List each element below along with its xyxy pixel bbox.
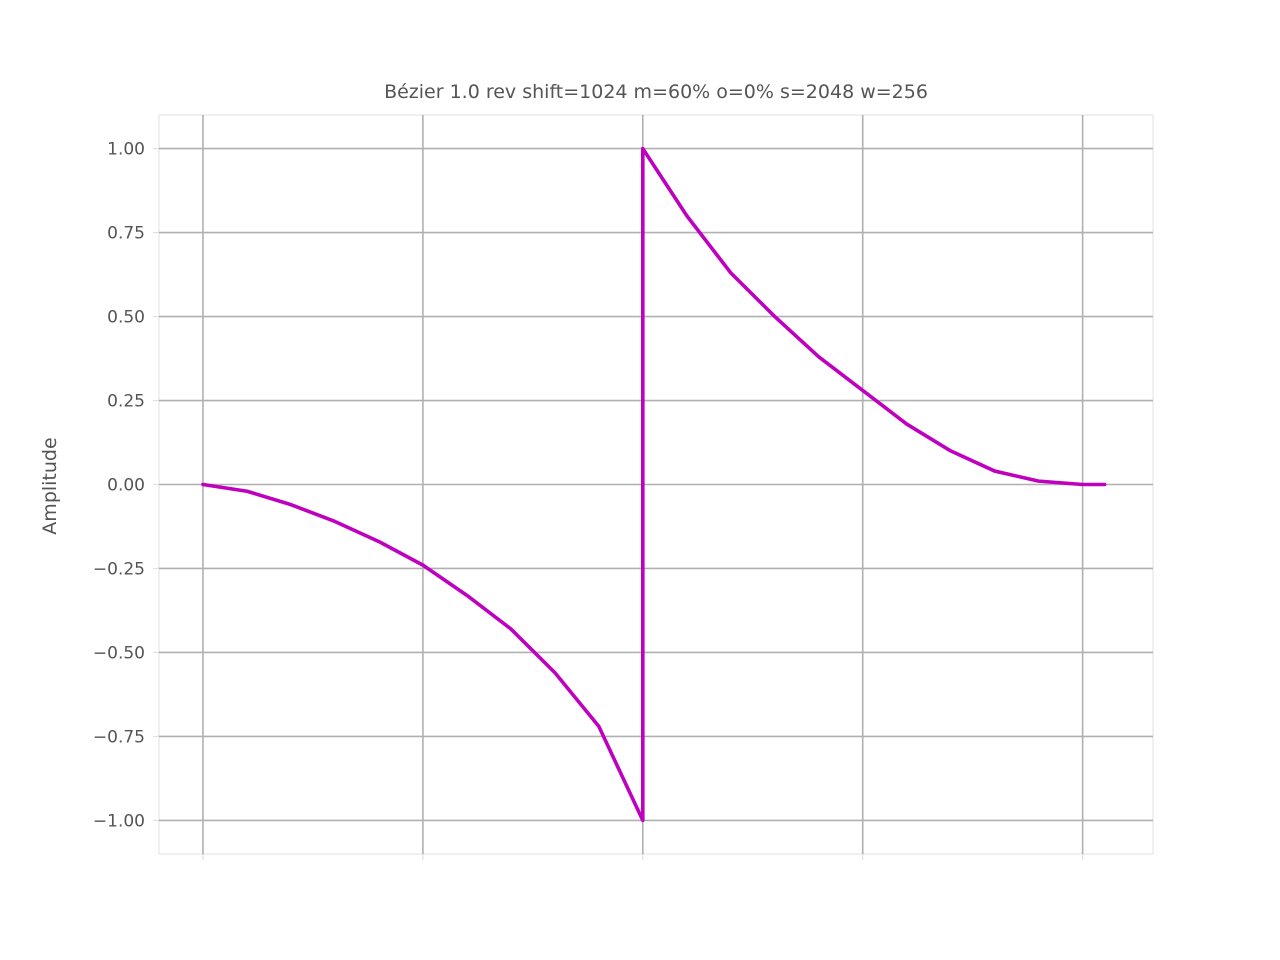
y-tick-label: −0.25 (93, 559, 145, 579)
y-tick-label: −1.00 (93, 811, 145, 831)
y-axis-label: Amplitude (39, 437, 61, 534)
y-tick-label: 0.00 (107, 476, 145, 496)
series-layer (201, 146, 1107, 823)
y-axis-ticks: 1.00 0.75 0.50 0.25 0.00 −0.25 −0.50 −0.75 −1.00 (93, 140, 159, 831)
y-tick-label: −0.75 (93, 727, 145, 747)
y-tick-label: 0.50 (107, 308, 145, 328)
y-tick-label: 0.25 (107, 392, 145, 412)
chart-title: Bézier 1.0 rev shift=1024 m=60% o=0% s=2… (384, 81, 928, 103)
y-tick-label: 0.75 (107, 224, 145, 244)
y-tick-label: 1.00 (107, 140, 145, 160)
x-axis-ticks (202, 854, 1084, 860)
grid-lines (159, 115, 1153, 854)
series-line (201, 146, 1107, 823)
y-tick-label: −0.50 (93, 643, 145, 663)
